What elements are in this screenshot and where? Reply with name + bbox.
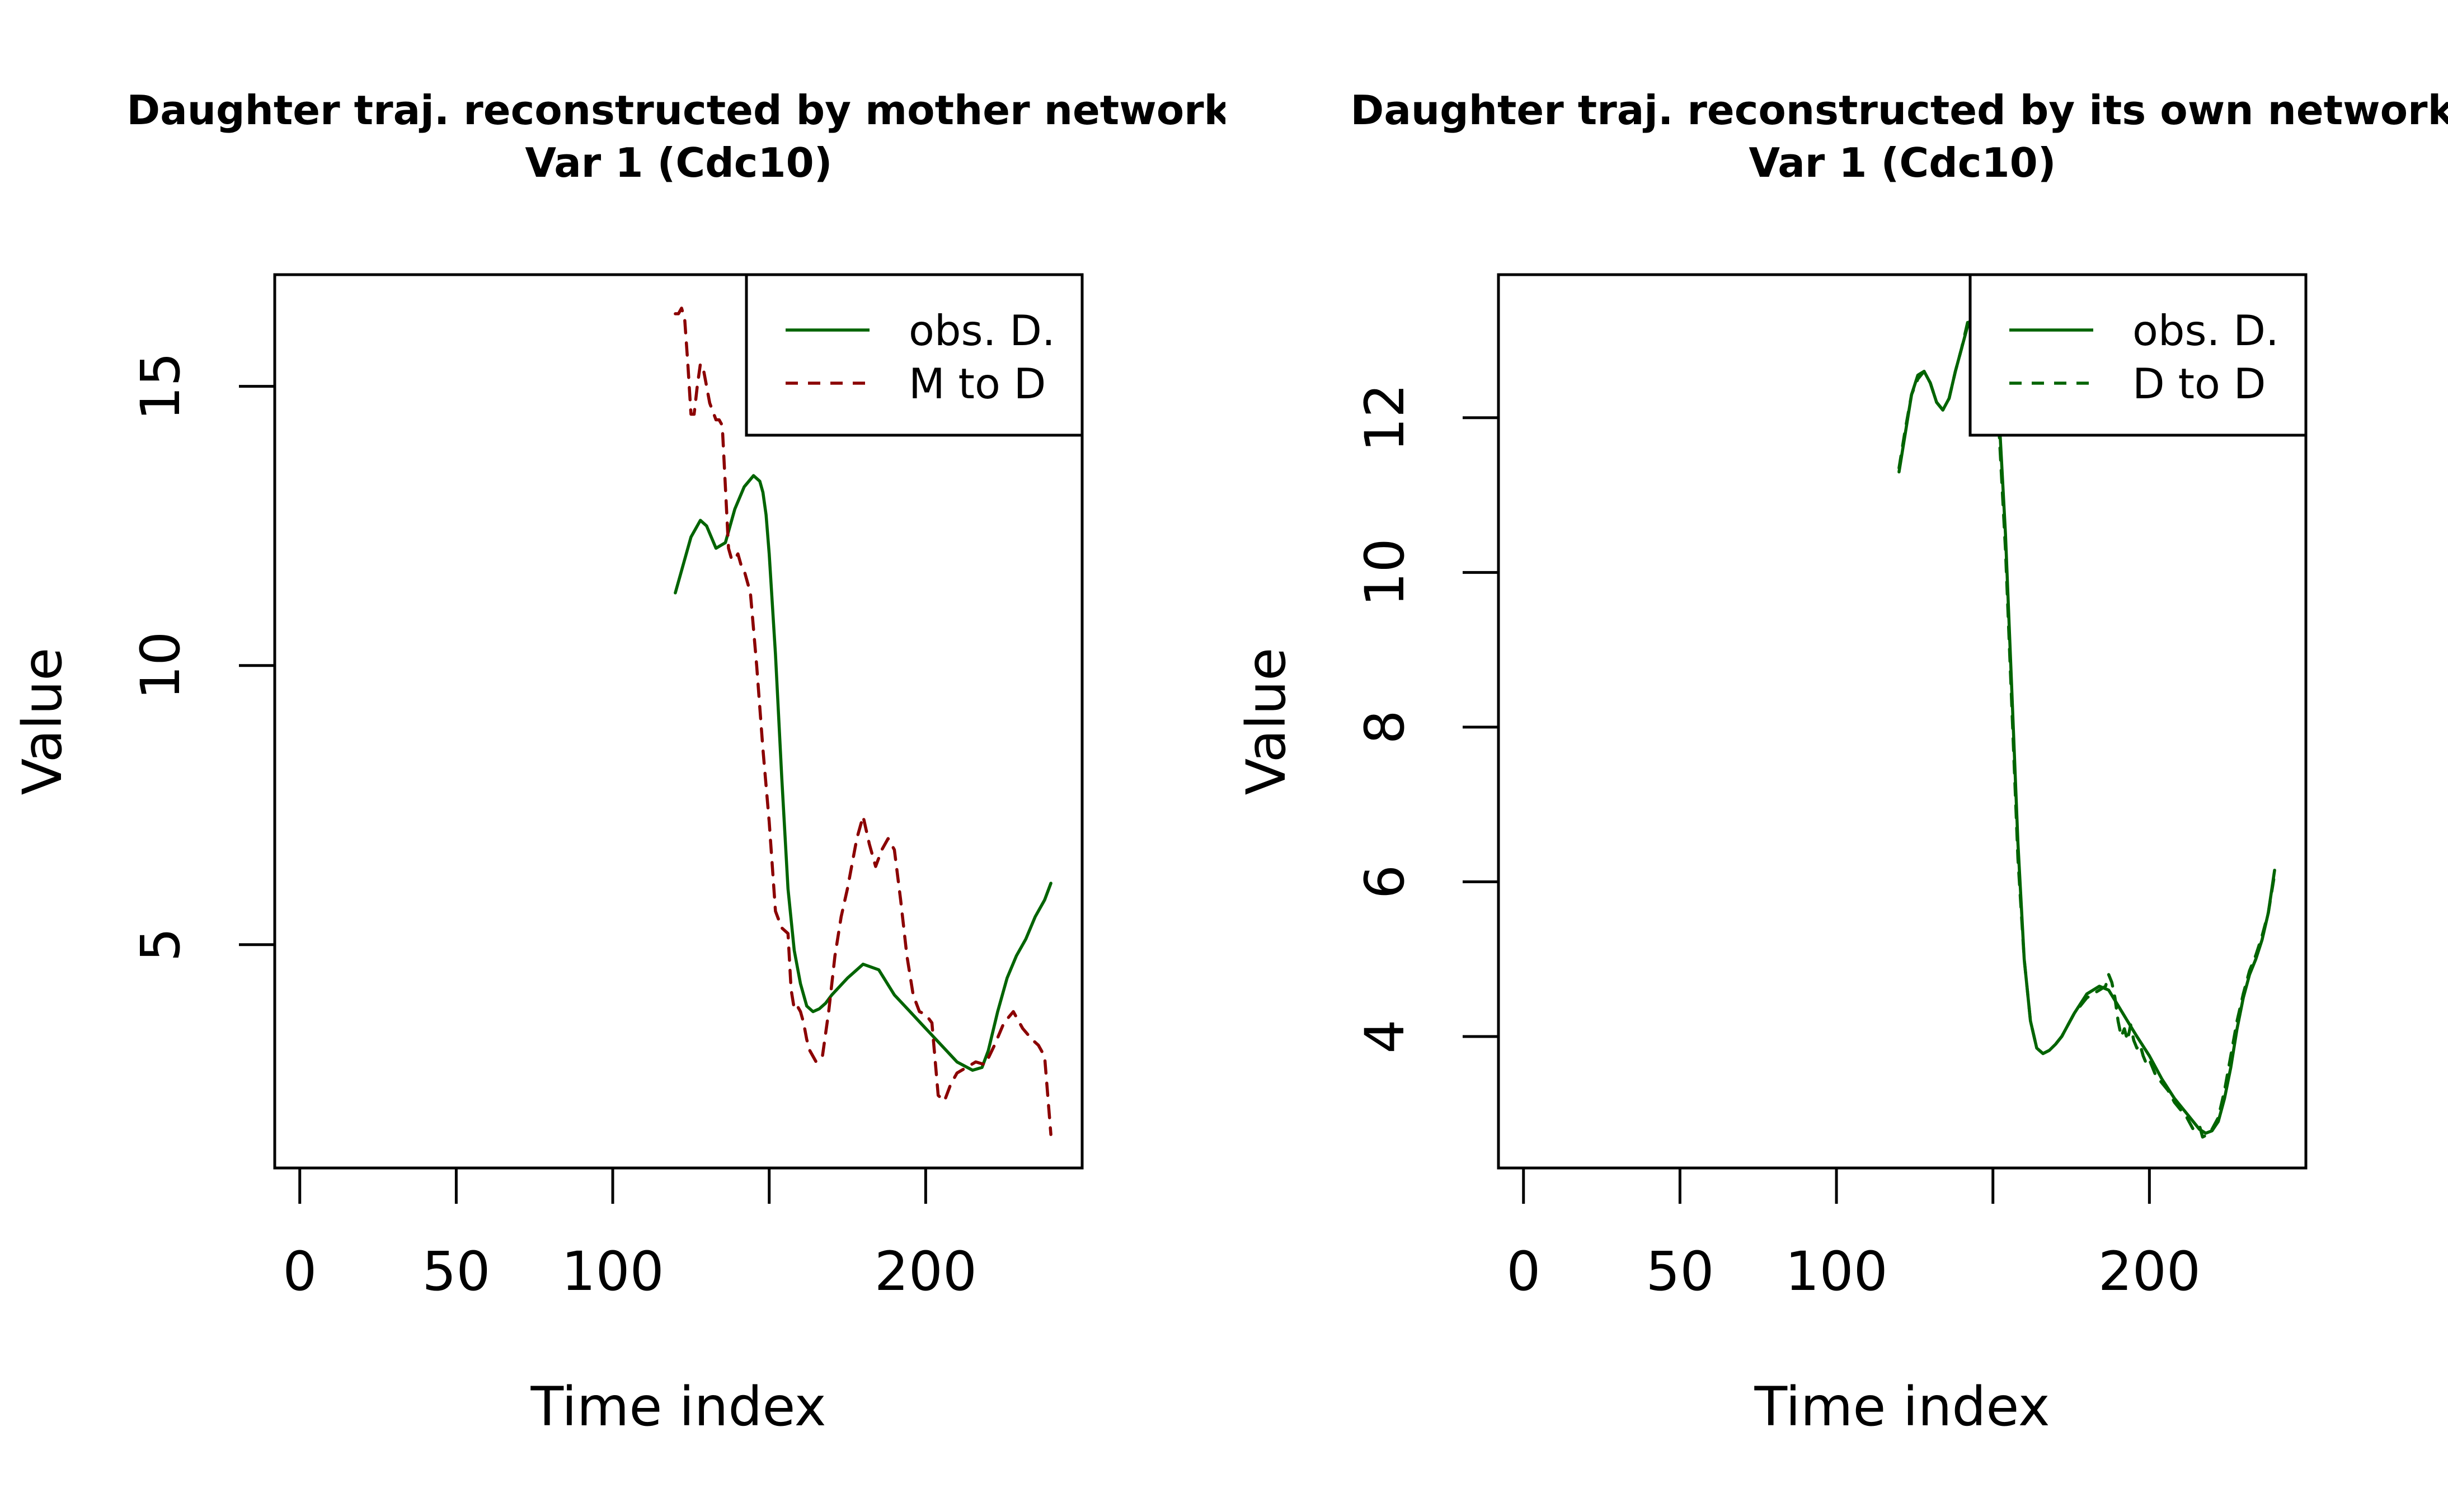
legend-label: obs. D. xyxy=(2132,306,2279,355)
x-tick-label: 100 xyxy=(561,1240,664,1303)
x-tick-label: 50 xyxy=(1646,1240,1714,1303)
legend-box xyxy=(745,273,1084,437)
y-tick-label: 8 xyxy=(1354,710,1416,744)
y-tick-label: 12 xyxy=(1354,384,1416,452)
legend-label: M to D xyxy=(909,359,1046,408)
y-tick-label: 10 xyxy=(1354,538,1416,606)
legend-label: D to D xyxy=(2132,359,2266,408)
y-tick-label: 6 xyxy=(1354,865,1416,899)
x-tick-label: 200 xyxy=(875,1240,977,1303)
chart-title: Daughter traj. reconstructed by its own … xyxy=(1351,87,2448,134)
y-tick-label: 5 xyxy=(129,927,192,962)
legend-label: obs. D. xyxy=(909,306,1055,355)
legend-box xyxy=(1968,273,2308,437)
chart-title: Daughter traj. reconstructed by mother n… xyxy=(126,87,1232,134)
x-tick-label: 200 xyxy=(2098,1240,2201,1303)
series-line-reconstructed xyxy=(1897,304,2276,1139)
left-panel: Daughter traj. reconstructed by mother n… xyxy=(11,87,1232,1438)
y-axis-label: Value xyxy=(1235,648,1298,795)
chart-subtitle: Var 1 (Cdc10) xyxy=(525,139,832,186)
x-tick-label: 0 xyxy=(283,1240,317,1303)
x-tick-label: 0 xyxy=(1506,1240,1540,1303)
y-axis-label: Value xyxy=(11,648,74,795)
y-tick-label: 4 xyxy=(1354,1019,1416,1053)
chart-subtitle: Var 1 (Cdc10) xyxy=(1749,139,2056,186)
x-tick-label: 50 xyxy=(422,1240,490,1303)
x-axis-label: Time index xyxy=(530,1376,826,1438)
series-line-reconstructed xyxy=(674,307,1053,1136)
y-tick-label: 15 xyxy=(129,352,192,421)
x-axis-label: Time index xyxy=(1754,1376,2050,1438)
right-panel: Daughter traj. reconstructed by its own … xyxy=(1235,87,2448,1438)
series-line-observed xyxy=(674,474,1053,1072)
y-tick-label: 10 xyxy=(129,632,192,700)
x-tick-label: 100 xyxy=(1785,1240,1887,1303)
